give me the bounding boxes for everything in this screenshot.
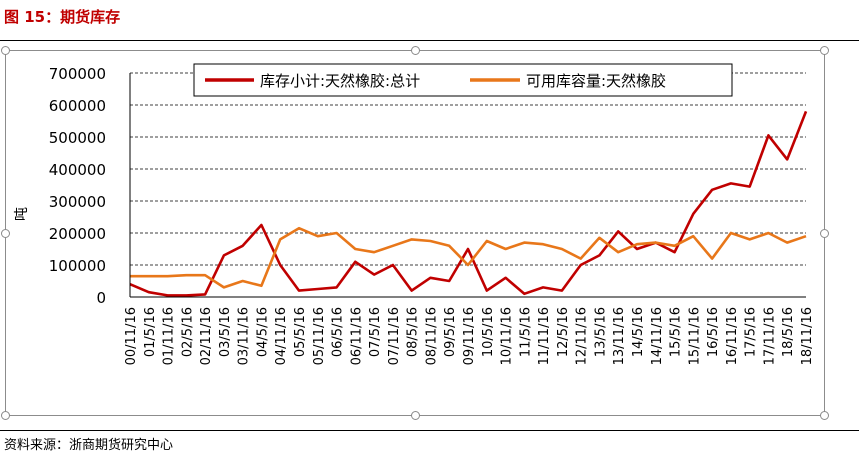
x-tick-label: 14/5/16 [631,307,646,357]
legend-label-stock: 库存小计:天然橡胶:总计 [260,72,420,90]
bottom-divider [0,430,859,431]
resize-handle-middle-right[interactable] [820,229,829,238]
y-tick-label: 500000 [49,129,106,147]
source-note: 资料来源：浙商期货研究中心 [4,438,174,453]
top-divider [0,40,859,41]
legend-label-capacity: 可用库容量:天然橡胶 [526,72,666,90]
x-tick-labels: 00/11/16 01/5/16 01/11/16 02/5/16 02/11/16 03… [124,307,815,365]
y-tick-label: 200000 [49,225,106,243]
resize-handle-top-center[interactable] [411,46,420,55]
x-tick-label: 18/11/16 [800,307,815,365]
x-tick-label: 00/11/16 [124,307,139,365]
x-tick-label: 13/11/16 [612,307,627,365]
x-tick-label: 04/5/16 [255,307,270,357]
resize-handle-top-left[interactable] [1,46,10,55]
y-axis-label: 吨 [14,207,30,221]
x-tick-label: 01/5/16 [143,307,158,357]
x-tick-label: 11/11/16 [537,307,552,365]
x-tick-label: 06/5/16 [331,307,346,357]
x-tick-label: 09/11/16 [462,307,477,365]
x-tick-label: 17/5/16 [744,307,759,357]
y-tick-label: 100000 [49,257,106,275]
series-line-stock [129,110,808,297]
x-tick-label: 01/11/16 [162,307,177,365]
x-tick-label: 07/11/16 [387,307,402,365]
x-tick-label: 05/11/16 [312,307,327,365]
x-tick-label: 15/5/16 [669,307,684,357]
axes [129,73,806,298]
x-tick-label: 12/11/16 [575,307,590,365]
x-tick-label: 04/11/16 [274,307,289,365]
legend: 库存小计:天然橡胶:总计 可用库容量:天然橡胶 [193,63,733,97]
x-tick-label: 02/5/16 [180,307,195,357]
x-tick-label: 18/5/16 [781,307,796,357]
x-tick-label: 11/5/16 [518,307,533,357]
resize-handle-top-right[interactable] [820,46,829,55]
resize-handle-bottom-right[interactable] [820,411,829,420]
y-tick-label: 700000 [49,65,106,83]
series-lines [129,110,808,297]
x-tick-label: 02/11/16 [199,307,214,365]
x-tick-label: 05/5/16 [293,307,308,357]
y-tick-label: 400000 [49,161,106,179]
y-tick-label: 300000 [49,193,106,211]
figure-title: 图 15：期货库存 [4,8,121,26]
legend-box [193,63,733,97]
resize-handle-middle-left[interactable] [1,229,10,238]
resize-handle-bottom-center[interactable] [411,411,420,420]
x-tick-label: 03/11/16 [237,307,252,365]
y-tick-label: 0 [96,289,106,307]
grid-lines [130,72,806,266]
x-tick-label: 15/11/16 [687,307,702,365]
y-tick-label: 600000 [49,97,106,115]
series-line-capacity [130,226,807,289]
x-tick-label: 13/5/16 [593,307,608,357]
x-tick-label: 09/5/16 [443,307,458,357]
x-tick-label: 10/5/16 [481,307,496,357]
x-tick-label: 03/5/16 [218,307,233,357]
x-tick-label: 10/11/16 [500,307,515,365]
x-tick-label: 16/11/16 [725,307,740,365]
x-tick-label: 14/11/16 [650,307,665,365]
x-tick-label: 08/5/16 [406,307,421,357]
x-tick-label: 12/5/16 [556,307,571,357]
x-tick-label: 07/5/16 [368,307,383,357]
y-tick-labels: 0 100000 200000 300000 400000 500000 600000 700… [49,65,106,307]
x-tick-label: 06/11/16 [349,307,364,365]
x-tick-label: 16/5/16 [706,307,721,357]
resize-handle-bottom-left[interactable] [1,411,10,420]
x-tick-label: 17/11/16 [762,307,777,365]
x-tick-label: 08/11/16 [424,307,439,365]
